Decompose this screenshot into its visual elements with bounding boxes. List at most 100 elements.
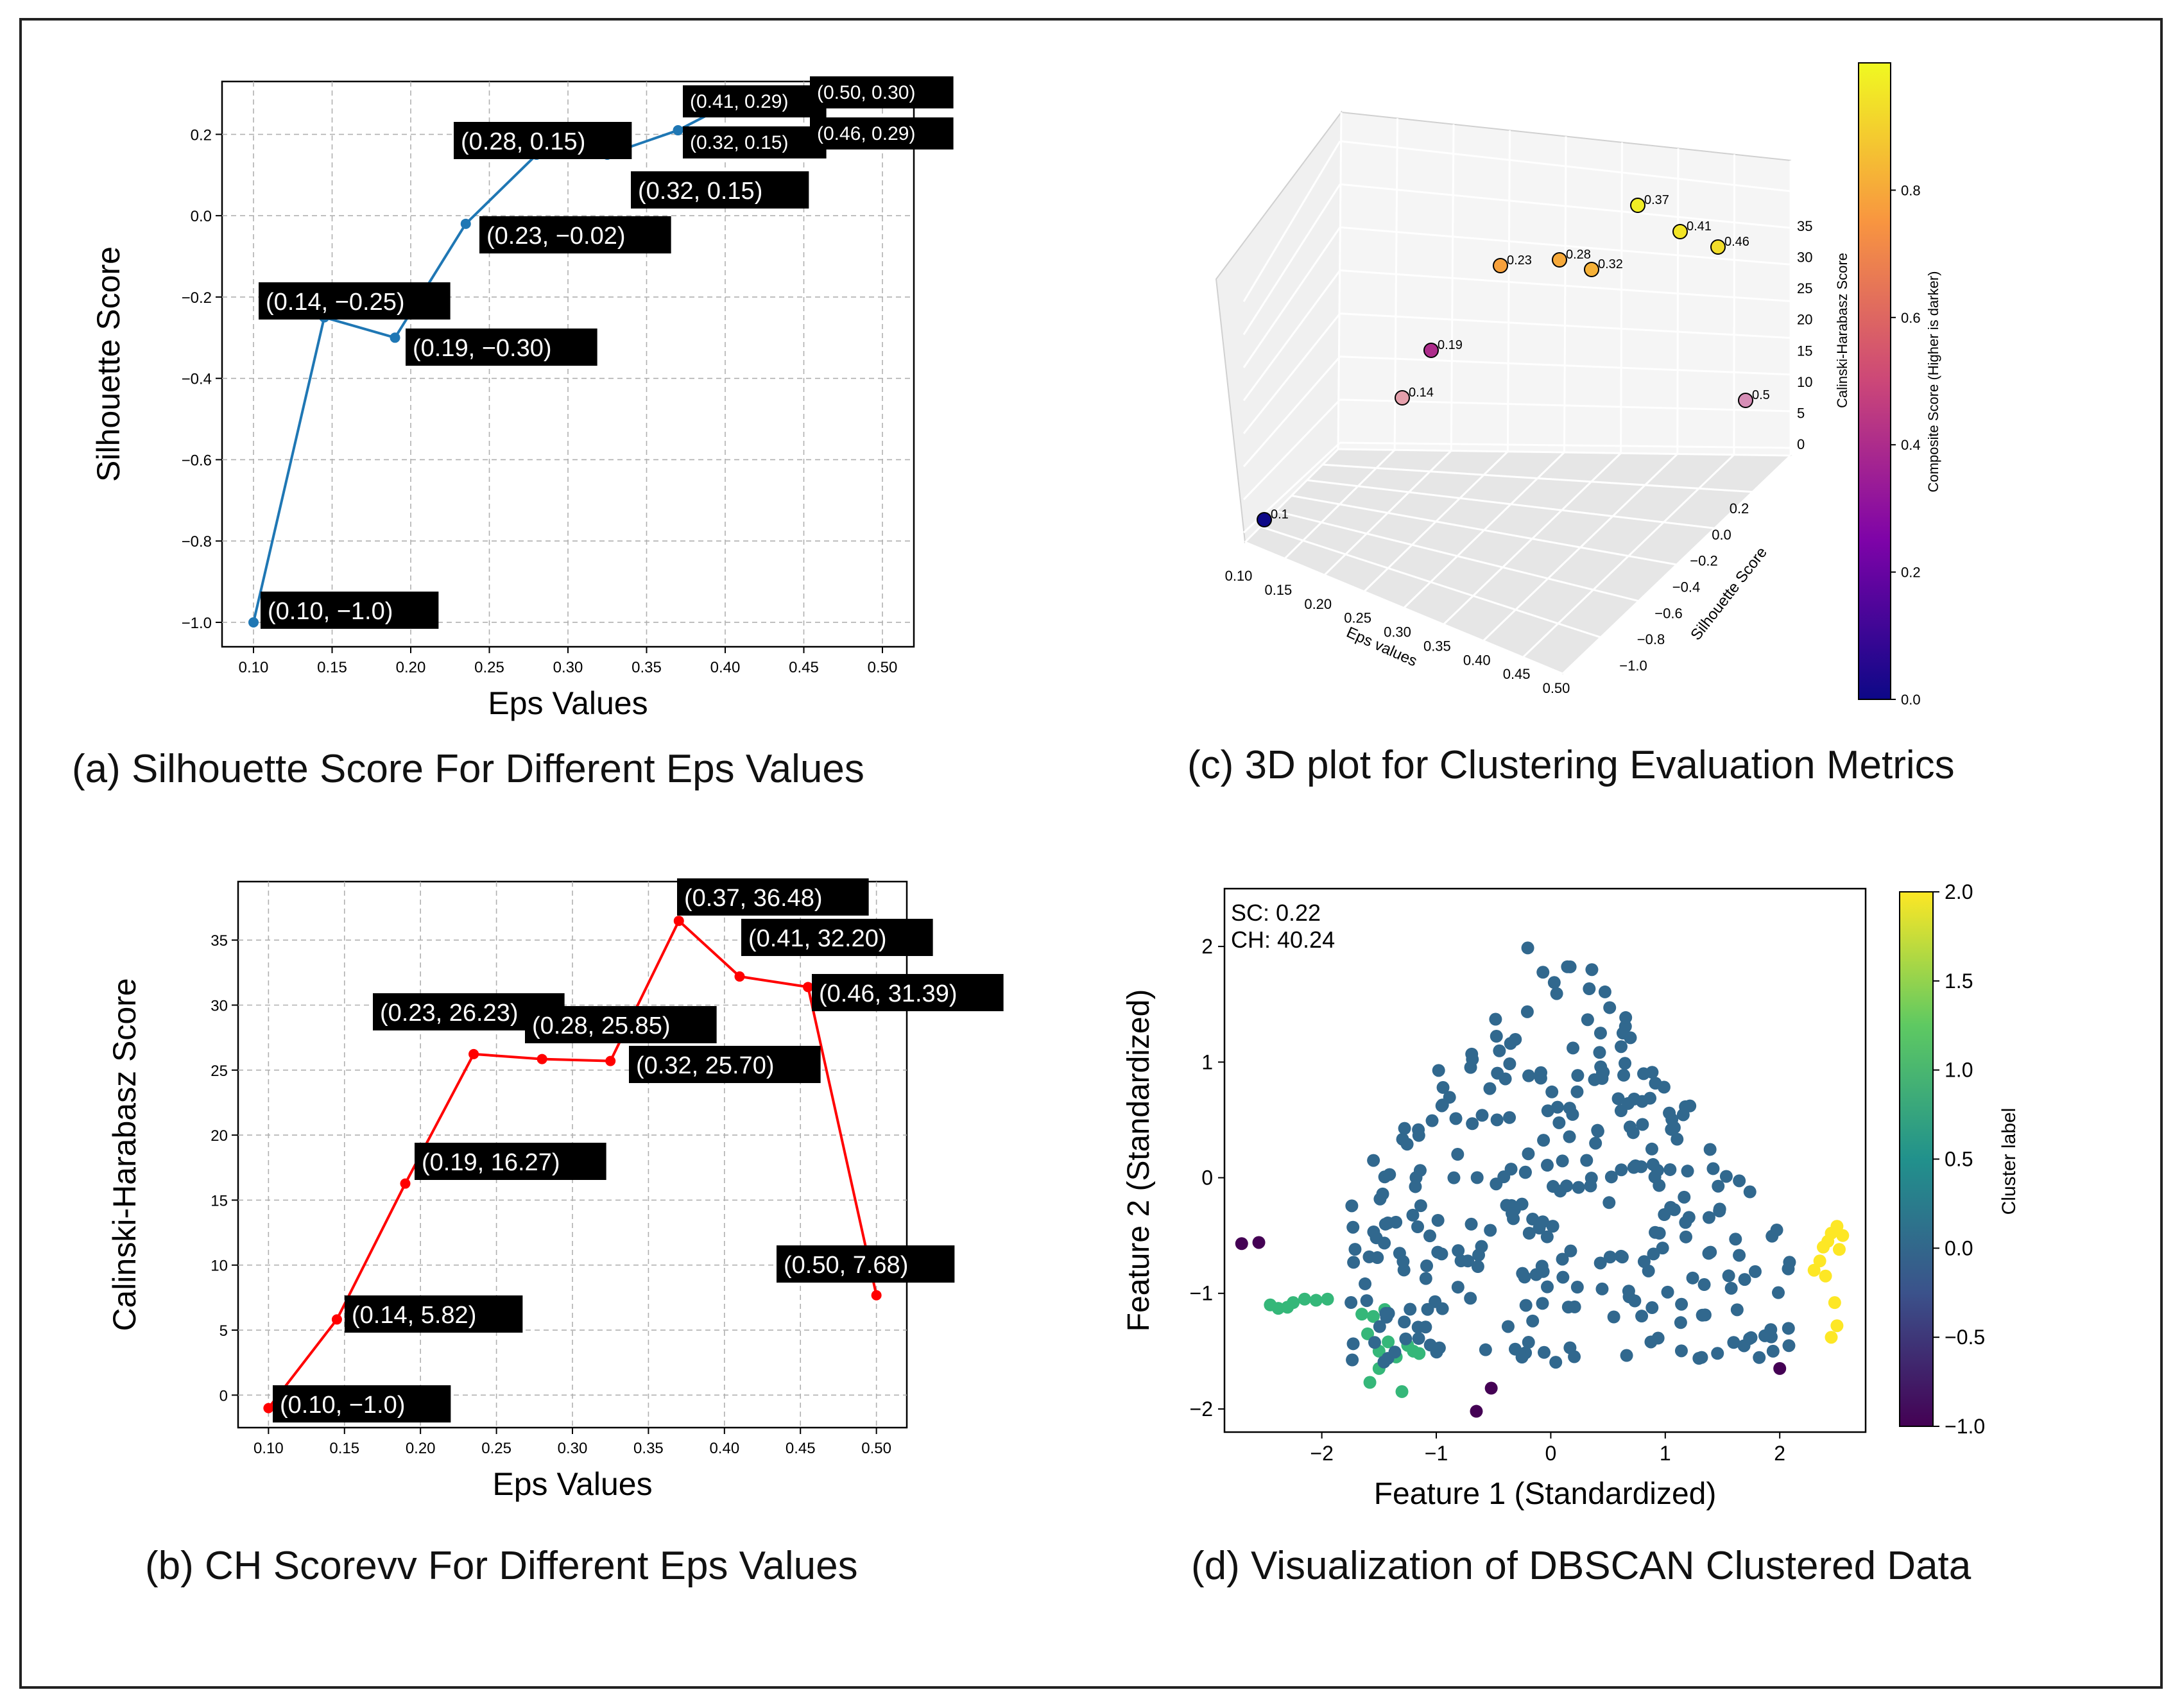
cluster-point	[1663, 1106, 1676, 1120]
cluster-point	[1653, 1179, 1666, 1192]
cluster-point	[1722, 1269, 1735, 1283]
cluster-point	[1362, 1250, 1376, 1263]
cluster-point	[1298, 1292, 1311, 1306]
annotation-box	[741, 919, 933, 956]
cluster-point	[1753, 1351, 1766, 1364]
x-tick-label: 0.45	[789, 659, 819, 676]
data-label: (0.14, 5.82)	[352, 1302, 476, 1329]
data-point	[460, 218, 471, 229]
cluster-point	[1825, 1331, 1838, 1344]
cluster-point	[1489, 1012, 1502, 1026]
cluster-point	[1681, 1165, 1694, 1178]
cluster-point	[1782, 1339, 1796, 1353]
gridline	[1393, 118, 1398, 450]
cluster-point	[1493, 1044, 1506, 1057]
data-label: (0.19, −0.30)	[413, 335, 552, 362]
data-label: (0.46, 31.39)	[819, 980, 957, 1007]
y-tick-label: 5	[219, 1322, 228, 1340]
cluster-point	[1383, 1168, 1396, 1181]
cluster-point	[1626, 1126, 1640, 1140]
gridline	[1563, 136, 1567, 453]
gridline	[1242, 312, 1341, 434]
y-tick-label: −1	[1190, 1282, 1213, 1305]
cluster-point	[1309, 1294, 1323, 1307]
data-point	[673, 125, 683, 136]
cluster-point	[1522, 1336, 1535, 1349]
annotation-box	[629, 1046, 821, 1083]
cluster-point	[1501, 1320, 1515, 1333]
cluster-point	[1591, 1125, 1604, 1138]
annotation-box	[261, 592, 439, 629]
metric-annotation: CH: 40.24	[1231, 927, 1335, 953]
cluster-point	[1607, 1310, 1620, 1324]
colorbar-tick-label: 0.5	[1945, 1148, 1973, 1171]
data-point	[468, 1048, 479, 1059]
cluster-point	[1470, 1171, 1484, 1184]
caption-a: (a) Silhouette Score For Different Eps V…	[72, 747, 864, 791]
cluster-point	[1645, 1301, 1659, 1315]
cluster-point	[1615, 1163, 1628, 1177]
x-axis-label: Feature 1 (Standardized)	[1374, 1477, 1717, 1511]
scatter-point	[1630, 198, 1645, 213]
gridline	[1244, 541, 1563, 675]
cluster-point	[1518, 1165, 1532, 1179]
cluster-point	[1616, 1027, 1629, 1040]
colorbar-tick-label: 0.6	[1901, 310, 1921, 326]
cluster-point	[1475, 1109, 1489, 1122]
y-tick-label: −1.0	[1619, 658, 1647, 674]
data-label: (0.50, 7.68)	[784, 1252, 908, 1279]
cluster-point	[1602, 1196, 1616, 1209]
cluster-point	[1449, 1112, 1463, 1125]
cluster-point	[1636, 1118, 1649, 1131]
cluster-point	[1360, 1294, 1373, 1308]
cluster-point	[1706, 1162, 1720, 1175]
cluster-point	[1603, 1001, 1617, 1014]
data-label: (0.41, 0.29)	[690, 91, 788, 112]
cluster-point	[1367, 1225, 1380, 1238]
point-label: 0.46	[1724, 235, 1749, 249]
z-tick-label: 0	[1797, 436, 1805, 452]
cluster-point	[1466, 1053, 1479, 1066]
cluster-point	[1471, 1260, 1484, 1273]
annotation-box	[273, 1385, 451, 1422]
cluster-point	[1782, 1262, 1795, 1276]
cluster-point	[1550, 987, 1563, 1000]
cluster-point	[1561, 1301, 1575, 1314]
data-label: (0.28, 25.85)	[532, 1012, 670, 1039]
cluster-point	[1344, 1296, 1358, 1310]
gridline	[1733, 154, 1735, 455]
gridline	[1450, 124, 1455, 451]
cluster-point	[1399, 1332, 1413, 1345]
cluster-point	[1378, 1236, 1391, 1250]
data-label: (0.32, 0.15)	[690, 132, 788, 153]
cluster-point	[1556, 1270, 1570, 1284]
gridline	[1242, 269, 1341, 402]
annotation-box	[810, 76, 954, 108]
cluster-point	[1617, 1068, 1631, 1082]
cluster-point	[1628, 1294, 1642, 1308]
cluster-point	[1713, 1202, 1726, 1216]
x-tick-label: 0.30	[1384, 624, 1411, 640]
cluster-point	[1773, 1362, 1787, 1375]
x-tick-label: 0.40	[1463, 652, 1491, 668]
gridline	[1339, 226, 1791, 266]
cluster-point	[1373, 1192, 1387, 1206]
cluster-point	[1425, 1114, 1439, 1127]
point-label: 0.1	[1271, 508, 1289, 522]
annotation-box	[631, 171, 809, 209]
y-tick-label: 35	[210, 932, 228, 950]
data-point	[871, 1290, 882, 1301]
data-label: (0.19, 16.27)	[422, 1149, 560, 1176]
cluster-point	[1395, 1385, 1409, 1398]
cluster-point	[1516, 1267, 1529, 1280]
cluster-point	[1506, 1207, 1519, 1220]
cluster-point	[1483, 1082, 1497, 1095]
cluster-point	[1598, 985, 1611, 998]
data-label: (0.32, 25.70)	[636, 1052, 774, 1079]
cluster-point	[1663, 1163, 1677, 1176]
cluster-point	[1406, 1208, 1420, 1222]
cluster-point	[1807, 1263, 1821, 1277]
cluster-point	[1758, 1329, 1772, 1342]
